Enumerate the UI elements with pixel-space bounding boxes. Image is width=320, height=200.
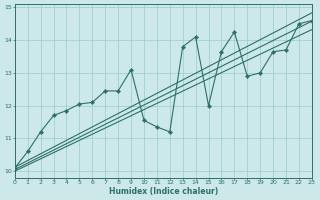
X-axis label: Humidex (Indice chaleur): Humidex (Indice chaleur) (109, 187, 218, 196)
